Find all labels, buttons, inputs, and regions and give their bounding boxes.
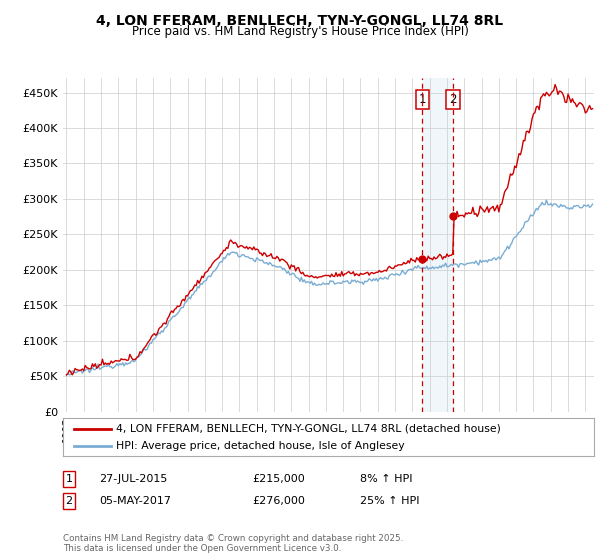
- Text: 4, LON FFERAM, BENLLECH, TYN-Y-GONGL, LL74 8RL: 4, LON FFERAM, BENLLECH, TYN-Y-GONGL, LL…: [97, 14, 503, 28]
- Text: 27-JUL-2015: 27-JUL-2015: [99, 474, 167, 484]
- Text: Price paid vs. HM Land Registry's House Price Index (HPI): Price paid vs. HM Land Registry's House …: [131, 25, 469, 38]
- Text: 8% ↑ HPI: 8% ↑ HPI: [360, 474, 413, 484]
- Bar: [422, 78, 453, 412]
- Text: HPI: Average price, detached house, Isle of Anglesey: HPI: Average price, detached house, Isle…: [116, 441, 405, 451]
- Text: 2: 2: [449, 93, 457, 106]
- Text: £276,000: £276,000: [252, 496, 305, 506]
- Text: 25% ↑ HPI: 25% ↑ HPI: [360, 496, 419, 506]
- Text: 2: 2: [65, 496, 73, 506]
- Text: £215,000: £215,000: [252, 474, 305, 484]
- Text: 1: 1: [418, 93, 426, 106]
- Text: 1: 1: [65, 474, 73, 484]
- Text: 4, LON FFERAM, BENLLECH, TYN-Y-GONGL, LL74 8RL (detached house): 4, LON FFERAM, BENLLECH, TYN-Y-GONGL, LL…: [116, 423, 501, 433]
- Text: 05-MAY-2017: 05-MAY-2017: [99, 496, 171, 506]
- Text: Contains HM Land Registry data © Crown copyright and database right 2025.
This d: Contains HM Land Registry data © Crown c…: [63, 534, 403, 553]
